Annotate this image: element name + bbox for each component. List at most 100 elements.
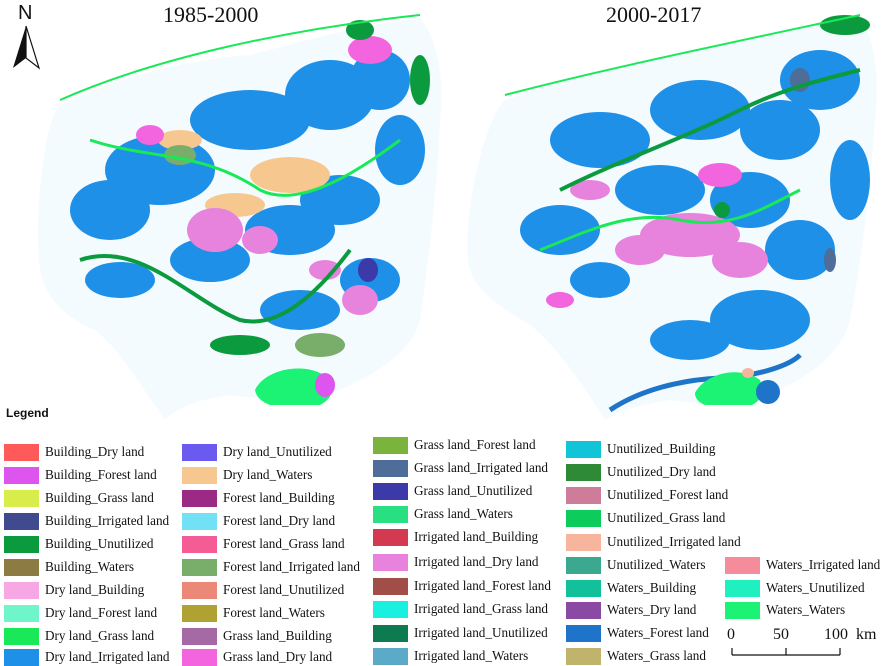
legend-item: Waters_Building bbox=[566, 579, 696, 597]
north-arrow-icon bbox=[13, 25, 41, 70]
legend-item: Dry land_Building bbox=[4, 581, 144, 599]
legend-label: Building_Grass land bbox=[45, 490, 154, 505]
legend-swatch bbox=[566, 440, 601, 458]
legend-label: Unutilized_Forest land bbox=[607, 487, 729, 502]
map-title-right: 2000-2017 bbox=[606, 2, 702, 27]
legend-label: Unutilized_Irrigated land bbox=[607, 534, 741, 549]
legend-swatch bbox=[373, 577, 408, 595]
legend-item: Building_Grass land bbox=[4, 489, 154, 507]
legend-label: Dry land_Building bbox=[45, 582, 145, 597]
legend-label: Waters_Forest land bbox=[607, 625, 709, 640]
legend-swatch bbox=[4, 627, 39, 645]
legend-label: Unutilized_Grass land bbox=[607, 510, 726, 525]
legend-swatch bbox=[182, 604, 217, 622]
legend-swatch bbox=[373, 505, 408, 523]
legend-item: Irrigated land_Waters bbox=[373, 647, 528, 665]
legend-item: Dry land_Forest land bbox=[4, 604, 157, 622]
legend-item: Building_Forest land bbox=[4, 466, 157, 484]
legend-item: Unutilized_Dry land bbox=[566, 463, 716, 481]
legend-item: Waters_Unutilized bbox=[725, 579, 865, 597]
legend-item: Unutilized_Building bbox=[566, 440, 715, 458]
legend-item: Forest land_Dry land bbox=[182, 512, 335, 530]
legend-swatch bbox=[182, 489, 217, 507]
legend-item: Unutilized_Grass land bbox=[566, 509, 725, 527]
legend-item: Dry land_Waters bbox=[182, 466, 312, 484]
legend-swatch bbox=[182, 443, 217, 461]
legend-swatch bbox=[4, 489, 39, 507]
legend-label: Forest land_Waters bbox=[223, 605, 325, 620]
legend-swatch bbox=[566, 509, 601, 527]
legend-item: Unutilized_Waters bbox=[566, 556, 706, 574]
legend-label: Forest land_Irrigated land bbox=[223, 559, 360, 574]
north-label: N bbox=[18, 2, 33, 24]
legend-swatch bbox=[182, 648, 217, 666]
legend-swatch bbox=[182, 558, 217, 576]
legend-item: Irrigated land_Unutilized bbox=[373, 624, 548, 642]
legend-swatch bbox=[566, 533, 601, 551]
legend-label: Grass land_Unutilized bbox=[414, 483, 533, 498]
legend-item: Waters_Grass land bbox=[566, 647, 706, 665]
legend-swatch bbox=[4, 581, 39, 599]
legend-item: Grass land_Unutilized bbox=[373, 482, 532, 500]
legend-item: Dry land_Irrigated land bbox=[4, 648, 170, 666]
legend-label: Irrigated land_Building bbox=[414, 529, 539, 544]
scale-unit: km bbox=[856, 626, 877, 643]
legend-swatch bbox=[373, 436, 408, 454]
legend-swatch bbox=[182, 512, 217, 530]
legend-item: Forest land_Grass land bbox=[182, 535, 345, 553]
legend-label: Waters_Unutilized bbox=[766, 580, 865, 595]
legend-swatch bbox=[4, 466, 39, 484]
legend-swatch bbox=[4, 604, 39, 622]
scale-bar bbox=[731, 648, 841, 656]
legend-label: Building_Unutilized bbox=[45, 536, 154, 551]
legend-label: Unutilized_Building bbox=[607, 441, 716, 456]
legend-swatch bbox=[4, 648, 39, 666]
legend-label: Irrigated land_Unutilized bbox=[414, 625, 548, 640]
legend-label: Grass land_Building bbox=[223, 628, 332, 643]
legend-swatch bbox=[373, 528, 408, 546]
legend-label: Building_Dry land bbox=[45, 444, 145, 459]
legend-swatch bbox=[373, 553, 408, 571]
legend-label: Building_Irrigated land bbox=[45, 513, 170, 528]
legend-label: Waters_Building bbox=[607, 580, 697, 595]
legend-item: Building_Waters bbox=[4, 558, 134, 576]
legend-title: Legend bbox=[6, 406, 49, 420]
legend-swatch bbox=[373, 624, 408, 642]
legend-item: Unutilized_Irrigated land bbox=[566, 533, 741, 551]
legend-swatch bbox=[373, 600, 408, 618]
legend-swatch bbox=[182, 535, 217, 553]
legend-swatch bbox=[4, 443, 39, 461]
scale-tick-50: 50 bbox=[773, 626, 789, 643]
legend-label: Forest land_Unutilized bbox=[223, 582, 345, 597]
legend-swatch bbox=[4, 558, 39, 576]
legend-label: Unutilized_Dry land bbox=[607, 464, 716, 479]
legend-label: Building_Forest land bbox=[45, 467, 157, 482]
legend-label: Grass land_Irrigated land bbox=[414, 460, 549, 475]
legend-item: Grass land_Waters bbox=[373, 505, 513, 523]
map-title-left: 1985-2000 bbox=[163, 2, 259, 27]
legend-label: Irrigated land_Waters bbox=[414, 648, 529, 663]
legend-item: Irrigated land_Dry land bbox=[373, 553, 539, 571]
legend-item: Unutilized_Forest land bbox=[566, 486, 728, 504]
legend-item: Forest land_Building bbox=[182, 489, 335, 507]
map-right bbox=[467, 14, 877, 420]
legend-item: Waters_Irrigated land bbox=[725, 556, 880, 574]
legend-item: Grass land_Forest land bbox=[373, 436, 536, 454]
legend-swatch bbox=[182, 581, 217, 599]
legend-label: Waters_Dry land bbox=[607, 602, 697, 617]
legend-item: Forest land_Irrigated land bbox=[182, 558, 360, 576]
legend-label: Forest land_Building bbox=[223, 490, 335, 505]
legend-item: Irrigated land_Building bbox=[373, 528, 538, 546]
legend-item: Grass land_Irrigated land bbox=[373, 459, 548, 477]
legend-swatch bbox=[373, 482, 408, 500]
legend-item: Building_Irrigated land bbox=[4, 512, 169, 530]
legend-swatch bbox=[566, 556, 601, 574]
legend-swatch bbox=[566, 647, 601, 665]
legend-label: Dry land_Grass land bbox=[45, 628, 155, 643]
legend-item: Grass land_Dry land bbox=[182, 648, 332, 666]
legend-item: Waters_Forest land bbox=[566, 624, 709, 642]
legend-swatch bbox=[373, 647, 408, 665]
legend-label: Building_Waters bbox=[45, 559, 135, 574]
legend-item: Building_Unutilized bbox=[4, 535, 153, 553]
